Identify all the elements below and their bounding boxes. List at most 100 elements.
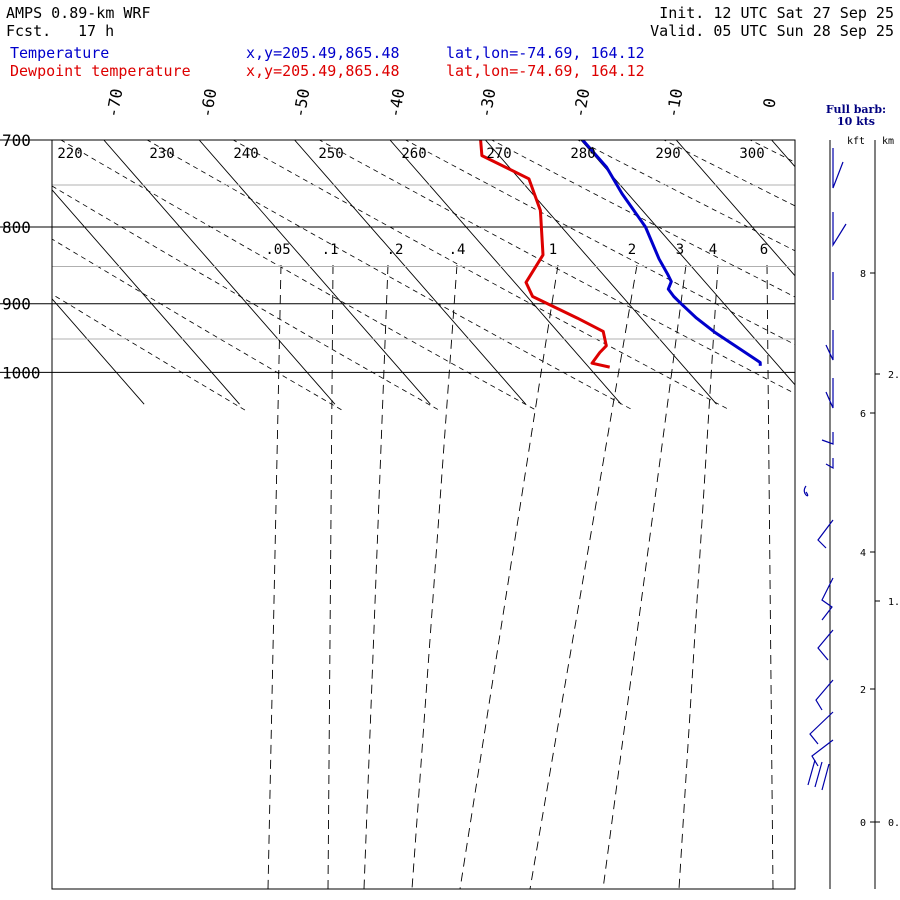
mixing-ratio-label: .05 xyxy=(265,242,290,258)
mixing-ratio-label: .1 xyxy=(322,242,339,258)
isotherm-label: -20 xyxy=(570,87,594,119)
pressure-tick-label: 700 xyxy=(2,131,31,150)
dry-adiabat-line xyxy=(52,185,440,411)
barb-legend-line2: 10 kts xyxy=(837,115,875,128)
dry-adiabat-label: 290 xyxy=(655,146,680,162)
kft-tick-label: 4 xyxy=(860,548,866,559)
isotherm-lines xyxy=(52,140,900,405)
isotherm-line xyxy=(867,140,900,404)
wind-barb xyxy=(811,739,834,767)
mixing-ratio-label: .4 xyxy=(449,242,466,258)
isotherm-line xyxy=(389,140,622,405)
dry-adiabat-line xyxy=(577,140,795,252)
mixing-ratio-label: 6 xyxy=(760,242,768,258)
mixing-ratio-line xyxy=(602,264,687,889)
model-title: AMPS 0.89-km WRF xyxy=(6,4,151,22)
legend-dewpoint-xy: x,y=205.49,865.48 xyxy=(246,62,400,80)
dry-adiabat-line xyxy=(146,140,634,411)
wind-barb xyxy=(817,519,834,549)
isotherm-line xyxy=(580,140,795,386)
isotherm-label: 0 xyxy=(759,97,779,110)
isotherm-line xyxy=(198,140,431,405)
pressure-tick-label: 1000 xyxy=(2,363,41,382)
wind-barb xyxy=(825,330,834,361)
dry-adiabat-line xyxy=(232,140,731,411)
wind-barb xyxy=(807,759,830,791)
dry-adiabat-label: 230 xyxy=(149,146,174,162)
wind-barb xyxy=(803,485,809,497)
dry-adiabat-lines xyxy=(52,140,795,411)
mixing-ratio-line xyxy=(411,264,458,889)
wind-barb xyxy=(832,212,847,248)
dry-adiabat-line xyxy=(52,293,246,411)
isotherm-label: -60 xyxy=(197,87,221,119)
wind-barb xyxy=(825,378,834,409)
mixing-ratio-label: 1 xyxy=(549,242,557,258)
mixing-ratio-line xyxy=(529,264,638,889)
km-header: km xyxy=(882,136,894,147)
kft-tick-label: 2 xyxy=(860,685,866,696)
isotherm-line xyxy=(485,140,717,405)
wind-barb xyxy=(821,432,834,445)
kft-tick-label: 8 xyxy=(860,269,866,280)
forecast-label: Fcst. xyxy=(6,22,52,40)
wind-barb-panel: Full barb: 10 kts kft km 0 2 4 6 8 0. 1. 2. xyxy=(803,103,900,889)
dry-adiabat-label: 250 xyxy=(318,146,343,162)
wind-barb xyxy=(809,711,834,745)
mixing-ratio-line xyxy=(363,264,389,889)
wind-barbs xyxy=(803,148,847,791)
dry-adiabat-line xyxy=(490,140,795,298)
mixing-ratio-label: .2 xyxy=(387,242,404,258)
isotherm-line xyxy=(675,140,795,277)
legend-dewpoint-latlon: lat,lon=-74.69, 164.12 xyxy=(446,62,645,80)
barb-legend-line1: Full barb: xyxy=(826,103,886,116)
isotherm-line xyxy=(294,140,527,405)
wind-barb xyxy=(825,458,834,470)
mixing-ratio-line xyxy=(459,264,559,889)
dry-adiabat-label: 260 xyxy=(401,146,426,162)
wind-barb xyxy=(832,148,844,189)
dry-adiabat-label: 300 xyxy=(739,146,764,162)
dry-adiabat-line xyxy=(404,140,795,346)
kft-header: kft xyxy=(847,136,865,147)
isotherm-label: -40 xyxy=(385,87,409,119)
legend-dewpoint-label: Dewpoint temperature xyxy=(10,62,191,80)
temperature-trace xyxy=(581,140,762,366)
valid-time: Valid. 05 UTC Sun 28 Sep 25 xyxy=(650,22,894,40)
dry-adiabat-line xyxy=(60,140,537,411)
pressure-tick-label: 900 xyxy=(2,295,31,314)
mixing-ratio-line xyxy=(267,264,282,889)
legend-temperature-xy: x,y=205.49,865.48 xyxy=(246,44,400,62)
isotherm-label: -30 xyxy=(476,87,500,119)
km-tick-label: 2. xyxy=(888,370,900,381)
legend-temperature-latlon: lat,lon=-74.69, 164.12 xyxy=(446,44,645,62)
km-tick-label: 1. xyxy=(888,597,900,608)
wind-barb xyxy=(817,629,834,661)
dry-adiabat-label: 220 xyxy=(57,146,82,162)
wind-barb xyxy=(821,577,834,621)
mixing-ratio-label: 4 xyxy=(709,242,717,258)
mixing-ratio-line xyxy=(327,264,334,889)
mixing-ratio-lines xyxy=(267,264,774,889)
mixing-ratio-label: 3 xyxy=(676,242,684,258)
isotherm-label: -10 xyxy=(663,87,687,119)
mixing-ratio-label: 2 xyxy=(628,242,636,258)
dry-adiabat-line xyxy=(52,238,343,411)
dry-adiabat-label: 270 xyxy=(486,146,511,162)
isotherm-line xyxy=(52,189,240,405)
sounding-traces xyxy=(479,140,762,369)
pressure-tick-label: 800 xyxy=(2,218,31,237)
kft-tick-label: 6 xyxy=(860,409,866,420)
isotherm-label: -70 xyxy=(103,87,127,119)
kft-tick-label: 0 xyxy=(860,818,866,829)
dry-adiabat-label: 280 xyxy=(570,146,595,162)
dry-adiabat-line xyxy=(318,140,795,395)
mixing-ratio-line xyxy=(678,264,719,889)
forecast-hour: 17 h xyxy=(78,22,115,40)
init-time: Init. 12 UTC Sat 27 Sep 25 xyxy=(659,4,894,22)
km-tick-label: 0. xyxy=(888,818,900,829)
plot-frame xyxy=(51,139,796,890)
isotherm-line xyxy=(103,140,336,405)
